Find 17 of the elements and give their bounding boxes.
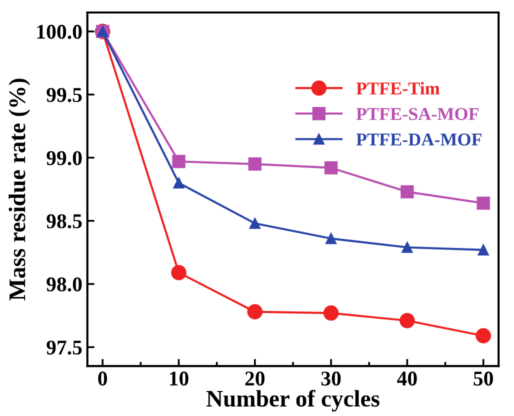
x-tick-label: 20 xyxy=(245,372,265,386)
legend-label: PTFE-SA-MOF xyxy=(356,108,478,120)
y-tick-label: 97.5 xyxy=(46,340,82,355)
y-tick-label: 99.0 xyxy=(46,151,82,166)
x-axis-title: Number of cycles xyxy=(206,390,380,412)
x-tick-label: 0 xyxy=(98,372,108,386)
x-tick-label: 50 xyxy=(474,372,493,386)
y-tick-label: 100.0 xyxy=(37,24,82,39)
y-tick-label: 98.0 xyxy=(46,277,82,292)
y-tick-label: 98.5 xyxy=(46,214,82,228)
legend-label: PTFE-Tim xyxy=(356,82,440,94)
x-tick-label: 10 xyxy=(170,372,188,386)
x-tick-label: 40 xyxy=(397,372,417,386)
y-tick-label: 99.5 xyxy=(46,88,82,102)
x-tick-label: 30 xyxy=(321,372,341,386)
y-axis-title: Mass residue rate (%) xyxy=(8,78,30,300)
legend-label: PTFE-DA-MOF xyxy=(356,133,482,146)
